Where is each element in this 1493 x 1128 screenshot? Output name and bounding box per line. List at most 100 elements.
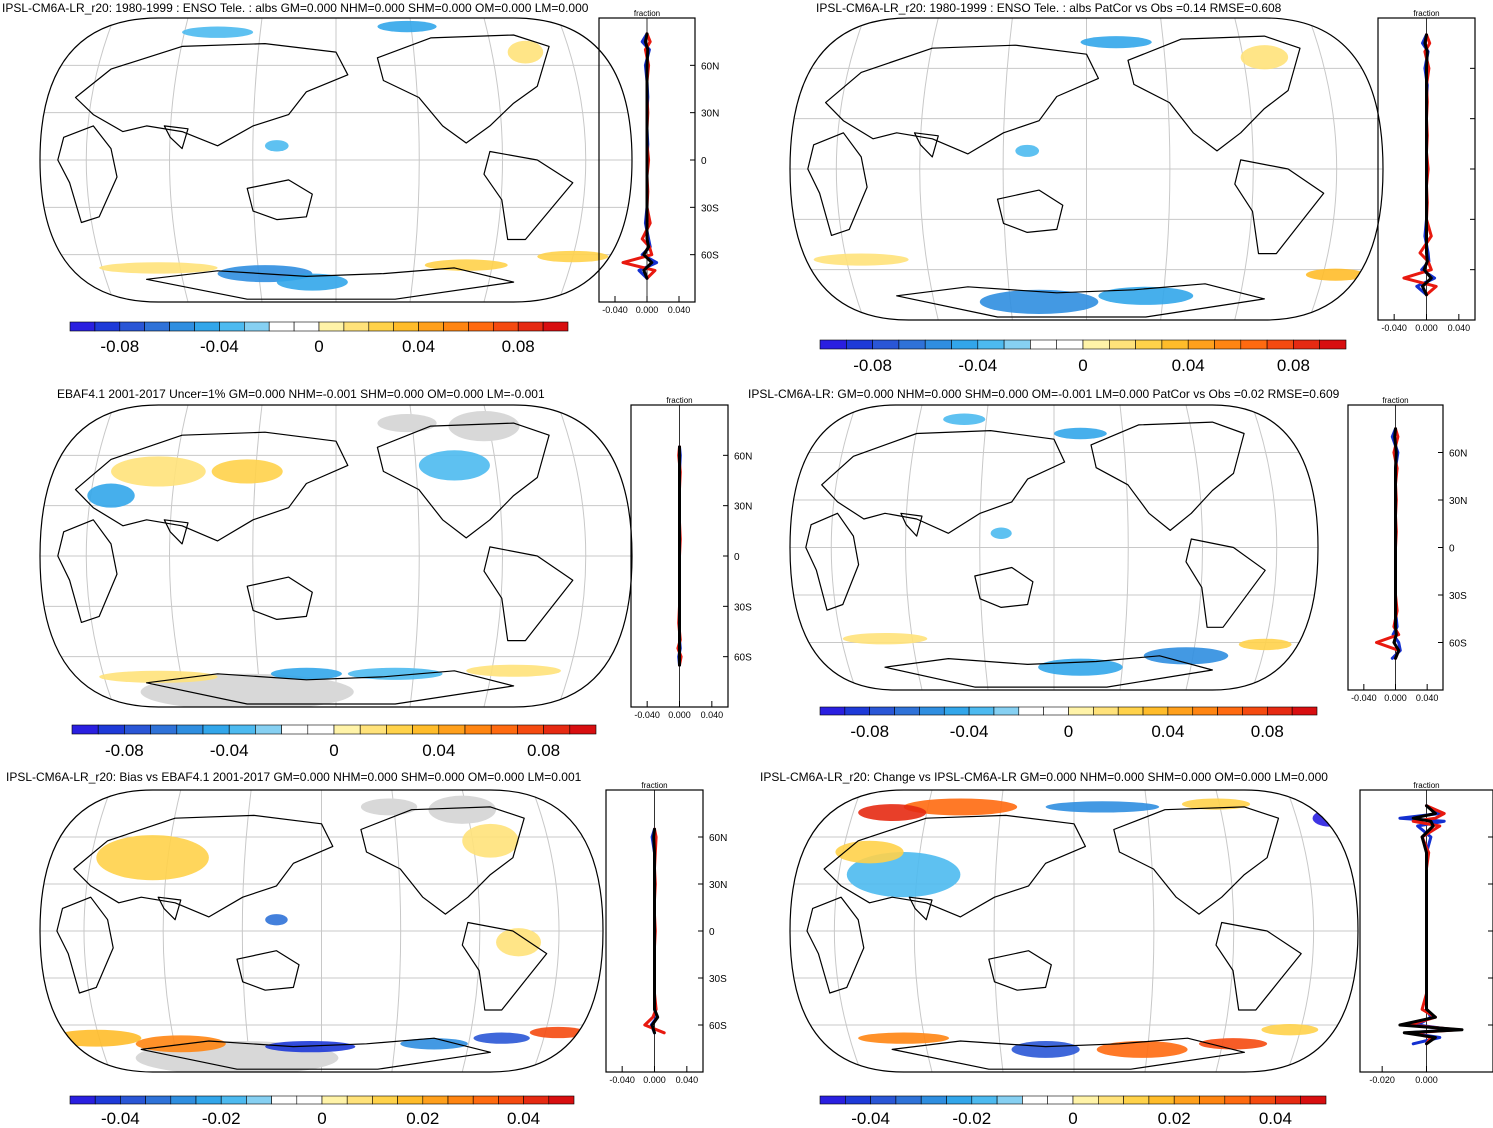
colorbar-box [1003, 339, 1031, 350]
anomaly-patch [507, 40, 544, 64]
x-tick-label: 0.000 [668, 710, 691, 720]
coastline [805, 512, 860, 611]
colorbar-box [296, 1095, 323, 1105]
panel-1-title: IPSL-CM6A-LR_r20: 1980-1999 : ENSO Tele.… [2, 1, 589, 15]
colorbar-box [393, 321, 419, 332]
panel-5-title: IPSL-CM6A-LR_r20: Bias vs EBAF4.1 2001-2… [6, 770, 582, 784]
colorbar-tick-label: -0.04 [958, 356, 997, 375]
y-tick-label: 30N [701, 109, 719, 120]
anomaly-patch [377, 20, 437, 33]
colorbar-box [872, 339, 900, 350]
colorbar-box [1117, 706, 1144, 716]
colorbar-box [321, 1095, 348, 1105]
colorbar-tick-label: -0.04 [101, 1109, 140, 1128]
anomaly-patch [466, 664, 561, 677]
zonal-mean-plot: fraction -0.040 0.000 0.040 60N 30N 0 30S 60S [1347, 396, 1467, 703]
colorbar-box [281, 724, 309, 735]
colorbar-box [819, 706, 846, 716]
colorbar-box [1199, 1095, 1226, 1105]
anomaly-patch [211, 459, 283, 484]
longitude-gridline [1286, 790, 1315, 1072]
coastline [376, 422, 550, 539]
coastline [1215, 921, 1302, 1011]
colorbar-box [220, 1095, 247, 1105]
anomaly-patch [1198, 1038, 1268, 1050]
coastline [823, 814, 1086, 918]
map-area [790, 405, 1318, 690]
coastline [56, 896, 114, 994]
anomaly-patch [858, 1032, 950, 1044]
colorbar-box [422, 1095, 449, 1105]
colorbar-box [1098, 1095, 1124, 1105]
colorbar-box [1187, 339, 1215, 350]
anomaly-patch [1038, 658, 1123, 676]
colorbar-box [176, 724, 204, 735]
coastline [74, 43, 349, 147]
colorbar-box [1275, 1095, 1302, 1105]
coastline [146, 267, 515, 300]
colorbar-box [1173, 1095, 1200, 1105]
longitude-gridline [1144, 790, 1155, 1072]
x-tick-label: -0.040 [634, 710, 660, 720]
colorbar-box [492, 321, 519, 332]
map-border [789, 404, 1319, 691]
colorbar-box [819, 1095, 846, 1105]
colorbar-tick-label: 0.08 [527, 741, 560, 760]
x-tick-label: -0.040 [1381, 323, 1407, 333]
longitude-gridline [1308, 18, 1338, 320]
zonal-plot-label: fraction [1382, 396, 1408, 405]
colorbar-box [145, 1095, 172, 1105]
x-tick-label: 0.000 [643, 1075, 666, 1085]
zonal-plot-label: fraction [1413, 781, 1439, 790]
longitude-gridline [1215, 790, 1235, 1072]
colorbar-box [898, 339, 926, 350]
anomaly-patch [1096, 1040, 1188, 1058]
x-tick-label: -0.040 [609, 1075, 635, 1085]
coastline [974, 566, 1034, 608]
zonal-mean-plot: fraction -0.040 0.000 0.040 [1377, 9, 1476, 333]
anomaly-patch [135, 1035, 226, 1053]
colorbar-box [1043, 706, 1069, 716]
y-tick-label: 0 [734, 552, 740, 563]
colorbar-box [1135, 339, 1163, 350]
y-tick-label: 60N [734, 451, 752, 462]
coastline [1234, 159, 1325, 255]
colorbar-tick-label: -0.02 [202, 1109, 241, 1128]
colorbar-box [150, 724, 178, 735]
colorbar-box [144, 321, 170, 332]
anomaly-patch [270, 667, 342, 680]
colorbar-box [97, 724, 125, 735]
colorbar-tick-label: -0.04 [950, 722, 989, 741]
colorbar-box [94, 1095, 121, 1105]
colorbar-box [1192, 706, 1218, 716]
zonal-plot-label: fraction [666, 396, 692, 405]
colorbar-box [543, 724, 571, 735]
anomaly-patch [276, 273, 348, 291]
colorbar-tick-label: 0 [1068, 1109, 1077, 1128]
map-border [39, 17, 633, 303]
colorbar-box [498, 1095, 524, 1105]
colorbar-box [1082, 339, 1110, 350]
colorbar-box [119, 321, 146, 332]
missing-data-region [448, 411, 520, 442]
colorbar-box [1300, 1095, 1327, 1105]
colorbar-box [219, 321, 245, 332]
colorbar-box [1242, 706, 1268, 716]
panel-6: -0.04-0.0200.020.04fraction-0.0200.00060… [789, 781, 1493, 1128]
x-tick-label: 0.000 [1415, 323, 1438, 333]
zonal-series-line [1407, 804, 1459, 1046]
anomaly-patch [943, 413, 986, 425]
anomaly-patch [1080, 36, 1152, 49]
colorbar-box [443, 321, 469, 332]
colorbar-box [517, 724, 544, 735]
colorbar-tick-label: 0.04 [1172, 356, 1205, 375]
colorbar-box [548, 1095, 575, 1105]
colorbar-box [1022, 1095, 1049, 1105]
anomaly-patch [265, 1040, 356, 1053]
colorbar-box [472, 1095, 499, 1105]
coastline [1185, 538, 1266, 628]
anomaly-patch [1098, 286, 1194, 305]
anomaly-patch [858, 804, 927, 822]
